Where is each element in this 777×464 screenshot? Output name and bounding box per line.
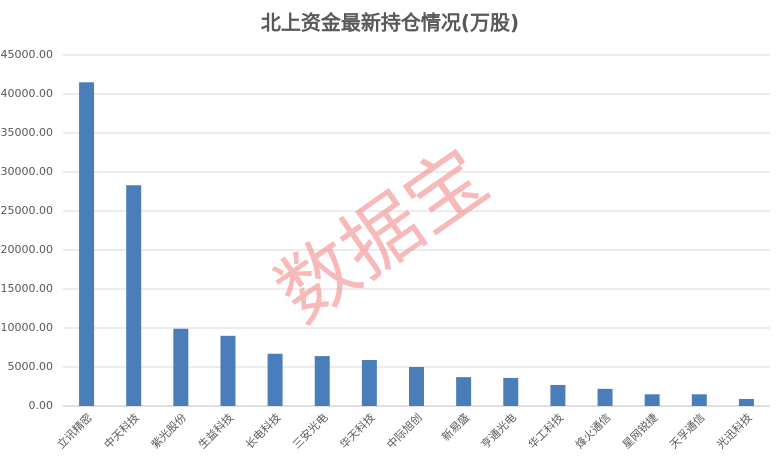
bar [409,367,424,406]
x-tick-label: 天孚通信 [667,411,707,451]
bar [597,388,613,406]
x-tick-label: 三安光电 [289,410,330,451]
y-tick-label: 0.00 [29,399,54,412]
x-tick-label: 烽火通信 [573,411,613,451]
y-tick-label: 35000.00 [1,126,54,139]
bar [314,356,330,406]
chart-title: 北上资金最新持仓情况(万股) [261,11,519,35]
y-tick-label: 25000.00 [1,204,54,217]
x-tick-label: 华工科技 [525,410,566,451]
bar [644,394,660,406]
watermark: 数据宝 [261,132,504,340]
bar [691,394,707,406]
y-tick-label: 10000.00 [1,321,54,334]
bar [503,377,519,406]
y-tick-label: 30000.00 [1,165,54,178]
bar [738,398,754,406]
y-tick-label: 40000.00 [1,87,54,100]
bar [173,328,189,406]
x-tick-label: 长电科技 [242,410,283,451]
bar [267,353,283,406]
x-tick-label: 生益科技 [195,410,236,451]
x-tick-label: 紫光股份 [148,410,189,451]
y-tick-label: 15000.00 [1,282,54,295]
x-tick-label: 华天科技 [337,410,378,451]
y-tick-label: 45000.00 [1,48,54,61]
y-tick-label: 20000.00 [1,243,54,256]
bar [79,82,95,407]
bar [550,384,566,406]
x-tick-label: 中际旭创 [384,410,425,451]
x-tick-label: 光迅科技 [714,410,755,451]
x-tick-label: 新易盛 [439,410,472,443]
bar [126,185,142,406]
x-tick-label: 立讯精密 [54,410,95,451]
x-tick-label: 中天科技 [101,410,142,451]
y-tick-label: 5000.00 [8,360,54,373]
bar [220,335,236,406]
bar [456,377,472,406]
x-tick-label: 星网锐捷 [619,410,660,451]
x-tick-label: 亨通光电 [478,410,519,451]
bar [361,359,377,406]
